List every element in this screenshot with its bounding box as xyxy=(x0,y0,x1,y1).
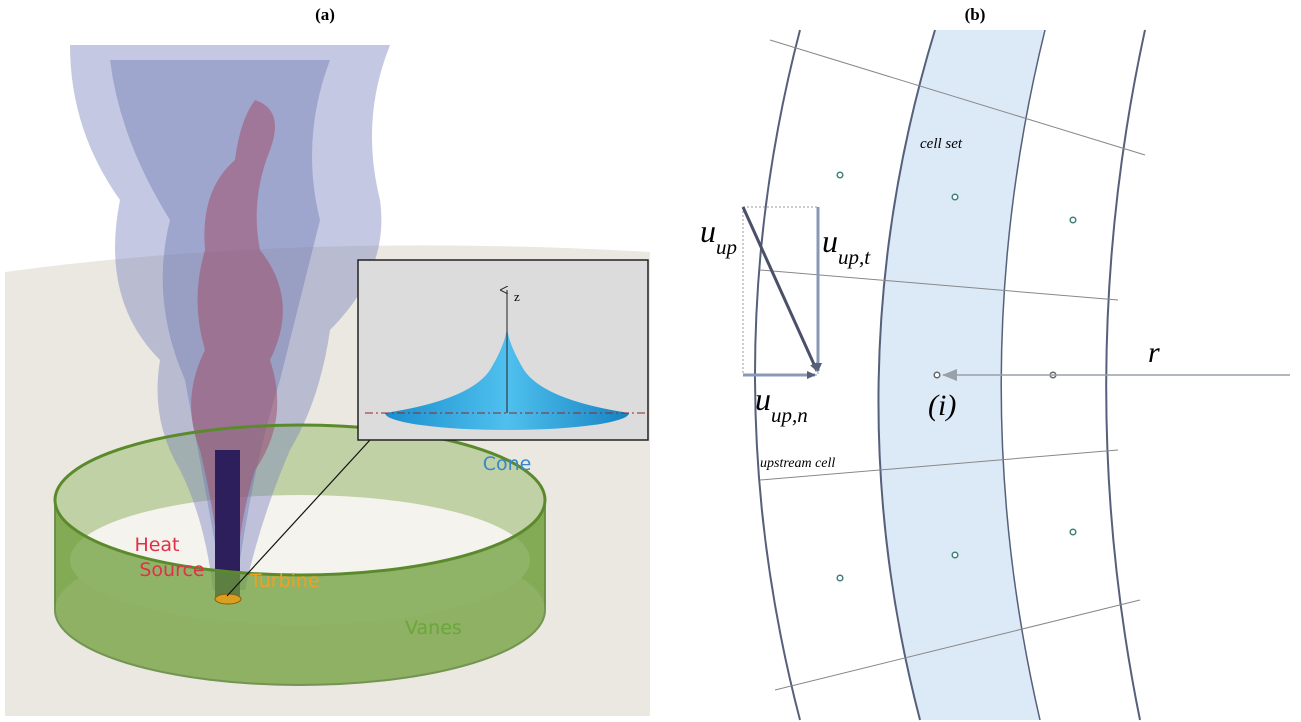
index-label: (i) xyxy=(928,389,956,422)
symbol: u xyxy=(700,213,716,249)
panel-b-mesh xyxy=(743,30,1290,720)
label-line: Heat xyxy=(134,534,179,556)
symbol: u xyxy=(755,381,771,417)
vector-label: uup,n xyxy=(755,381,808,427)
panel-a-scene xyxy=(5,45,650,716)
cell-set-label: cell set xyxy=(920,136,963,152)
vector-label: uup,t xyxy=(822,223,871,269)
radius-label: r xyxy=(1148,336,1160,369)
figure: (a) z Cone Heat Source Turbine Vanes (b) xyxy=(0,0,1301,722)
turbine-label: Turbine xyxy=(249,570,320,592)
upstream-cell-label: upstream cell xyxy=(760,456,835,471)
vector-label: uup xyxy=(700,213,737,259)
panel-label: (b) xyxy=(965,5,986,24)
subscript: up xyxy=(716,235,737,259)
panel-label: (a) xyxy=(315,5,335,24)
inset-caption: Cone xyxy=(483,453,532,475)
vanes-label: Vanes xyxy=(405,617,462,639)
label-line: Source xyxy=(139,559,204,581)
subscript: up,t xyxy=(838,245,871,269)
axis-label: z xyxy=(514,289,520,304)
subscript: up,n xyxy=(771,403,808,427)
symbol: u xyxy=(822,223,838,259)
